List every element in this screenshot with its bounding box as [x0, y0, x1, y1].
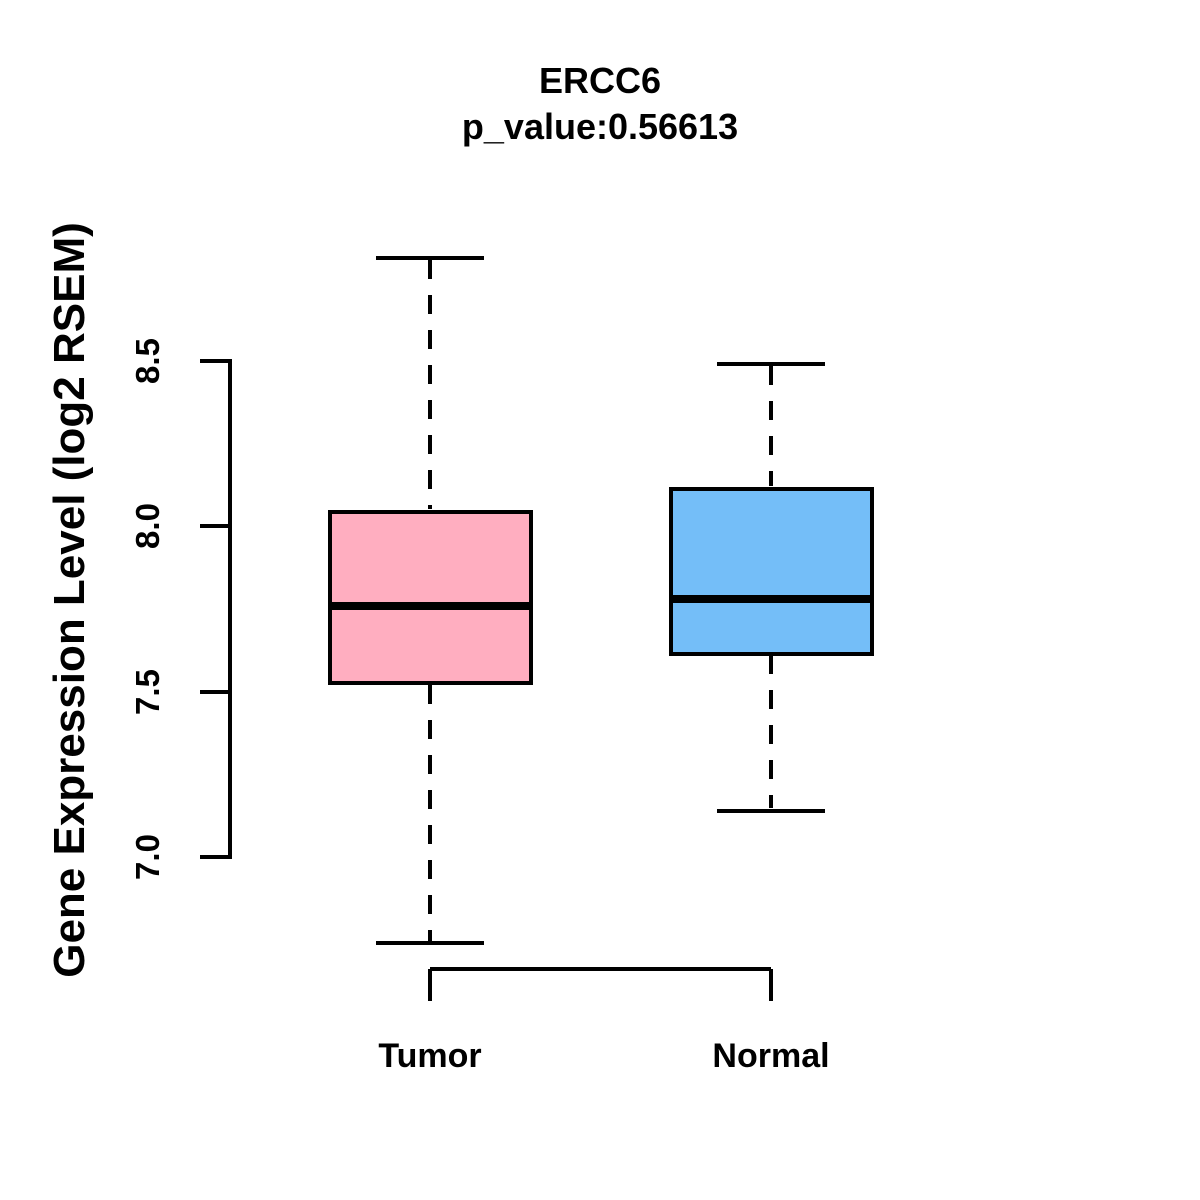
box-tumor [328, 510, 533, 685]
y-axis-tick [200, 524, 230, 528]
x-axis-line [430, 967, 771, 971]
box-normal [669, 487, 874, 656]
whisker-cap-upper-normal [717, 362, 825, 366]
whisker-cap-lower-normal [717, 809, 825, 813]
chart-subtitle: p_value:0.56613 [461, 106, 739, 147]
whisker-line-lower-tumor [428, 685, 432, 941]
x-axis-tick [428, 969, 432, 1001]
y-axis-tick [200, 690, 230, 694]
chart-title-block: ERCC6 p_value:0.56613 [230, 58, 970, 150]
y-axis-tick-label: 8.0 [129, 503, 166, 549]
chart-title: ERCC6 [538, 60, 662, 101]
x-category-label-normal: Normal [712, 1037, 830, 1075]
y-axis-tick-label: 8.5 [129, 338, 166, 384]
whisker-line-upper-normal [769, 366, 773, 486]
median-line-normal [669, 595, 874, 603]
whisker-cap-upper-tumor [376, 256, 484, 260]
x-category-label-tumor: Tumor [378, 1037, 482, 1075]
whisker-cap-lower-tumor [376, 941, 484, 945]
whisker-line-upper-tumor [428, 260, 432, 509]
y-axis-tick-label: 7.0 [129, 834, 166, 880]
y-axis-tick-label: 7.5 [129, 669, 166, 715]
y-axis-line [228, 359, 232, 859]
median-line-tumor [328, 602, 533, 610]
y-axis-tick [200, 855, 230, 859]
y-axis-tick [200, 359, 230, 363]
x-axis-tick [769, 969, 773, 1001]
whisker-line-lower-normal [769, 655, 773, 808]
